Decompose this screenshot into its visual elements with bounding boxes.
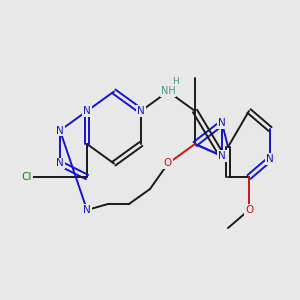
Text: N: N	[266, 154, 274, 164]
Text: O: O	[164, 158, 172, 169]
Text: N: N	[56, 125, 64, 136]
Text: N: N	[218, 118, 226, 128]
Text: NH: NH	[160, 86, 175, 97]
Text: N: N	[83, 205, 91, 215]
Text: O: O	[245, 205, 253, 215]
Text: N: N	[137, 106, 145, 116]
Text: Cl: Cl	[22, 172, 32, 182]
Text: N: N	[83, 106, 91, 116]
Text: N: N	[218, 151, 226, 161]
Text: H: H	[172, 76, 179, 85]
Text: N: N	[56, 158, 64, 169]
